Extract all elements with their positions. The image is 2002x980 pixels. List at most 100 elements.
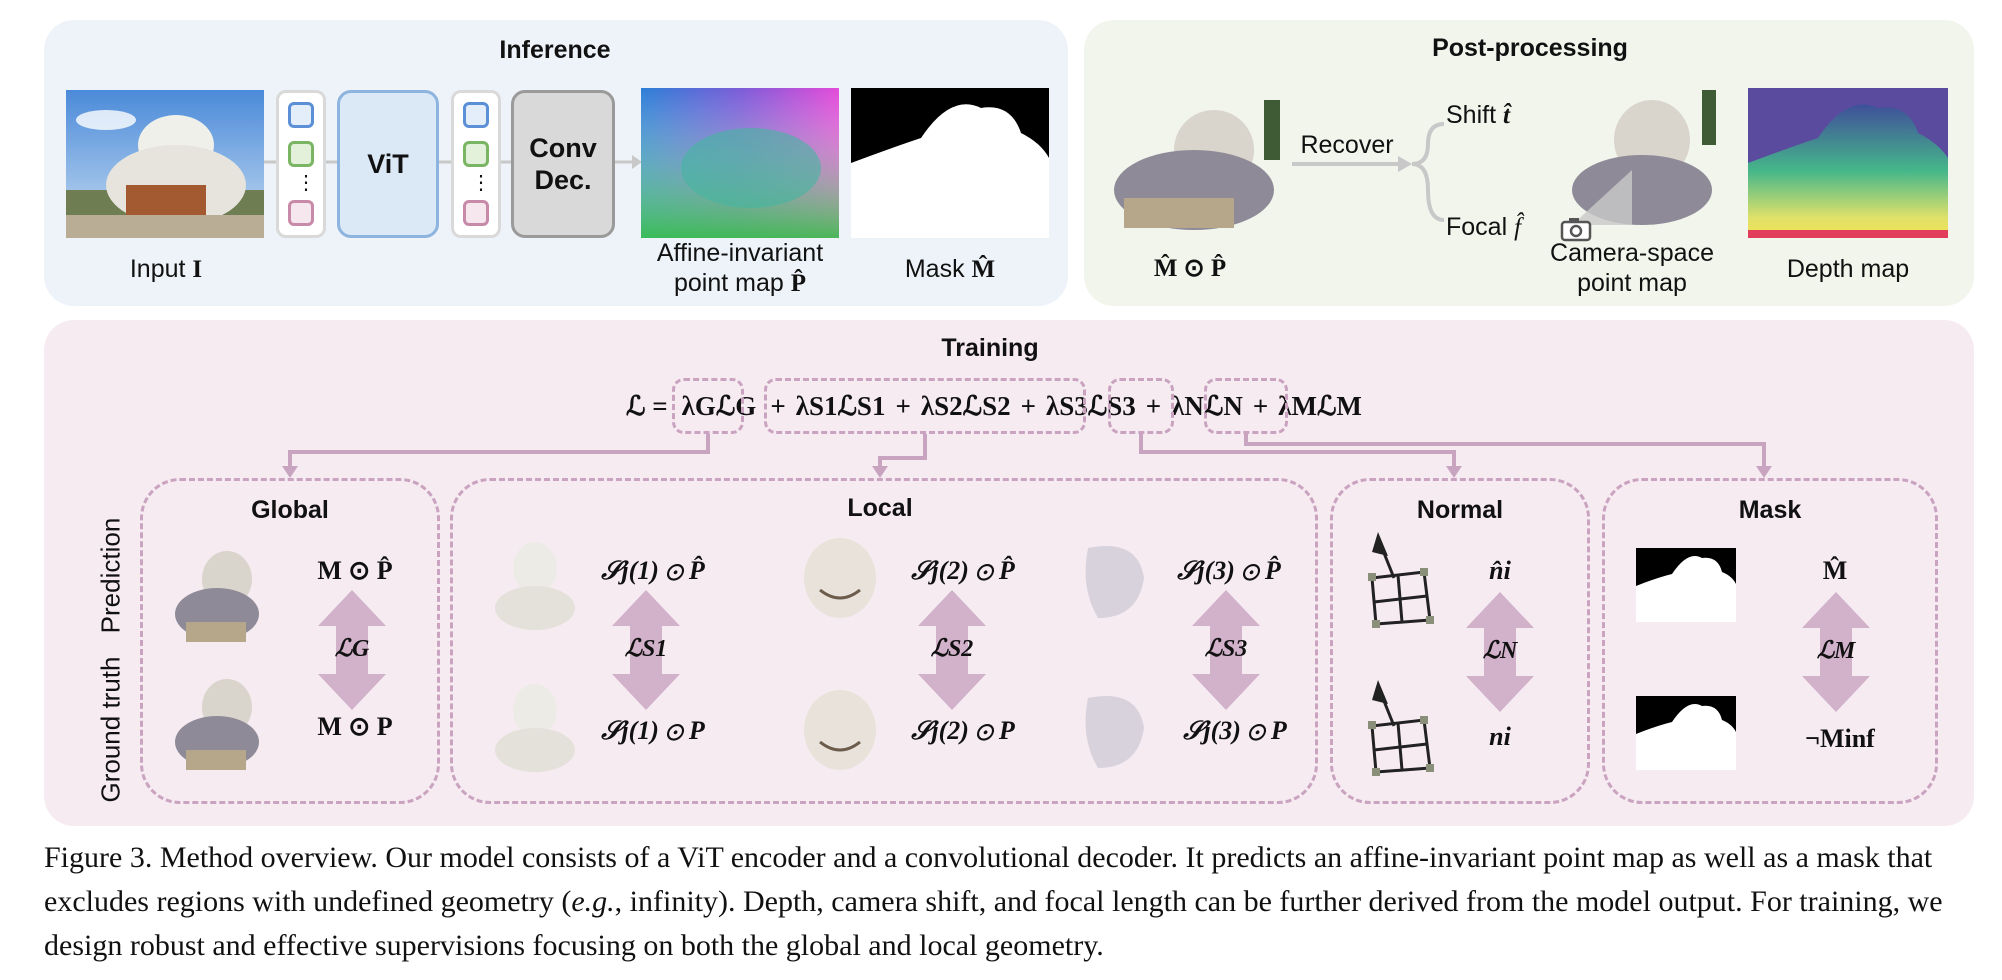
pointmap-label: Affine-invariant point map P̂ [630,238,850,299]
global-title: Global [251,496,329,524]
normal-title: Normal [1416,496,1504,524]
normal-gt-label: ni [1489,722,1511,751]
shift-label: Shift t̂ [1446,100,1566,131]
local-1-double-arrow [612,590,680,710]
camera-space-label: Camera-space point map [1532,238,1732,298]
token-green [463,141,489,167]
mask-double-arrow [1802,592,1870,712]
inference-connectors [264,155,642,169]
focal-label: Focal f̂ [1446,212,1566,243]
global-pred-image [175,551,259,642]
input-label: Input I [96,254,236,285]
token-dots: ⋮ [296,172,316,194]
input-symbol: I [192,256,203,283]
token-blue [463,102,489,128]
camera-icon [1560,218,1592,242]
loss-term-s3: λS3ℒS3 [1045,390,1136,421]
caption-text-2: , infinity). Depth, camera shift, and fo… [44,885,1943,962]
postprocessing-title: Post-processing [1432,34,1628,62]
conv-decoder-label: Conv Dec. [529,133,597,195]
pointmap-label-line2-text: point map [673,269,784,297]
local-2-pred-label: 𝒮j(2) ⊙ P̂ [911,556,1015,585]
token-green [288,141,314,167]
loss-box-global [672,378,744,434]
pointmap-symbol: P̂ [790,270,807,297]
local-box [450,478,1318,804]
local-1-loss-label: ℒS1 [624,636,668,662]
local-3-pred-image [1085,546,1144,618]
local-3-loss-label: ℒS3 [1204,636,1248,662]
plus: + [895,390,911,421]
token-dots: ⋮ [471,172,491,194]
mask-gt-image [1636,696,1736,770]
plus: + [1252,390,1269,421]
training-title: Training [941,334,1039,362]
normal-box [1330,478,1590,804]
plus: + [1145,390,1162,421]
row-label-prediction: Prediction [95,517,126,634]
loss-term-s2: λS2ℒS2 [920,390,1011,421]
local-3-double-arrow [1192,590,1260,710]
pointmap-image [641,88,839,238]
focal-label-text: Focal [1446,213,1508,241]
recover-arrow [1292,122,1445,222]
loss-box-normal [1108,378,1174,434]
input-image [66,90,264,238]
local-1-gt-image [495,684,575,772]
loss-box-local [764,378,1086,434]
conv-decoder-block: Conv Dec. [511,90,615,238]
token-pink [463,200,489,226]
depth-map-label: Depth map [1786,255,1910,283]
mask-gt-label: ¬Minf [1805,724,1875,753]
local-3-gt-image [1085,696,1144,768]
caption-eg: e.g. [571,885,615,918]
pointmap-label-line1: Affine-invariant [656,239,824,267]
local-1-gt-label: 𝒮j(1) ⊙ P [601,716,705,745]
normal-loss-label: ℒN [1482,638,1518,664]
shift-label-text: Shift [1446,101,1497,129]
camera-space-label-line2: point map [1577,269,1687,297]
recover-label: Recover [1300,131,1394,159]
normal-pred-label: n̂i [1489,556,1511,585]
local-2-loss-label: ℒS2 [930,636,974,662]
pointmap-label-line2: point map P̂ [630,268,850,299]
token-pink [288,200,314,226]
loss-lhs: ℒ = [626,390,668,421]
normal-gt-grid-icon [1368,680,1434,776]
vit-block: ViT [337,90,439,238]
local-1-pred-label: 𝒮j(1) ⊙ P̂ [601,556,705,585]
local-3-pred-label: 𝒮j(3) ⊙ P̂ [1177,556,1281,585]
global-gt-label: M ⊙ P [317,712,393,741]
local-3-gt-label: 𝒮j(3) ⊙ P [1183,716,1287,745]
mask-loss-label: ℒM [1816,638,1856,664]
camera-space-pointcloud-image [1572,90,1716,225]
loss-term-mask: λMℒM [1278,390,1362,421]
depth-map-image [1748,88,1948,238]
local-2-pred-image [804,538,876,618]
mask-image [851,88,1049,238]
mask-pred-image [1636,548,1736,622]
figure-caption: Figure 3. Method overview. Our model con… [44,836,1974,968]
local-2-gt-image [804,690,876,770]
loss-term-s1: λS1ℒS1 [795,390,886,421]
global-double-arrow [318,590,386,710]
mask-symbol: M̂ [971,256,996,283]
normal-double-arrow [1466,592,1534,712]
global-loss-label: ℒG [334,636,370,662]
local-1-pred-image [495,542,575,630]
shift-symbol: t̂ [1502,102,1510,129]
caption-text-1: Method overview. Our model consists of a… [44,841,1933,918]
input-label-text: Input [129,255,186,283]
mask-title: Mask [1738,496,1802,524]
masked-pointmap-label: M̂ ⊙ P̂ [1153,255,1227,282]
caption-label: Figure 3. [44,841,153,874]
mask-label-text: Mask [904,255,965,283]
plus: + [770,390,786,421]
mask-pred-label: M̂ [1822,556,1848,585]
global-box [140,478,440,804]
camera-space-label-line1: Camera-space [1550,239,1714,267]
mask-label: Mask M̂ [880,254,1020,285]
focal-symbol: f̂ [1514,214,1522,241]
global-pred-label: M ⊙ P̂ [317,556,393,585]
